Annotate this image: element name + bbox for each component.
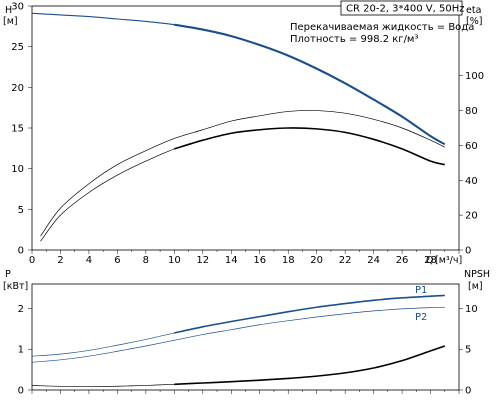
flow-axis-title: Q [426,255,433,266]
bottom-flow-axis-ticks [31,390,460,394]
flow-tick-label: 18 [282,255,295,266]
power-tick-label: 2 [18,304,24,315]
npsh-axis-ticks: 0 5 10 [459,304,478,397]
npsh-tick-label: 0 [465,386,471,397]
series-label-p2: P2 [415,312,427,323]
pump-model-label: CR 20-2, 3*400 V, 50Hz [346,4,464,15]
top-panel: H [м] eta [%] CR 20-2, 3*400 V, 50Hz Пер… [3,0,484,266]
bottom-series-group [31,294,446,387]
bottom-panel: P [кВт] NPSH [м] 0 1 2 0 5 10 P1 P2 [3,269,490,397]
flow-tick-label: 20 [310,255,323,266]
head-tick-label: 10 [11,164,24,175]
eta-tick-label: 0 [465,246,471,257]
flow-tick-label: 22 [339,255,352,266]
series-highlight-P1 [174,294,445,334]
flow-tick-label: 10 [168,255,181,266]
flow-tick-label: 6 [114,255,120,266]
head-axis-title: H [5,5,12,16]
power-axis-ticks: 0 1 2 [18,304,32,397]
eta-tick-label: 80 [465,106,478,117]
head-tick-label: 20 [11,83,24,94]
head-tick-label: 25 [11,42,24,53]
power-axis-title: P [5,269,11,280]
bottom-plot-frame [31,283,460,391]
flow-tick-label: 26 [396,255,409,266]
eta-tick-label: 60 [465,141,478,152]
series-line-eta [40,127,445,242]
eta-tick-label: 40 [465,176,478,187]
flow-tick-label: 4 [86,255,92,266]
head-tick-label: 30 [11,2,24,13]
series-highlight-NPSH [174,345,446,386]
flow-tick-label: 14 [225,255,238,266]
eta-axis-unit: [%] [466,16,482,27]
head-axis-unit: [м] [3,16,18,27]
density-label: Плотность = 998.2 кг/м³ [290,34,419,45]
pump-model-box [340,0,463,16]
flow-axis-unit: [м³/ч] [435,255,462,266]
series-highlight-eta [174,127,445,166]
flow-tick-label: 12 [196,255,209,266]
flow-axis-ticks: 0 2 4 6 8 10 12 14 16 18 20 22 24 26 28 [29,250,460,266]
flow-tick-label: 2 [57,255,63,266]
head-axis-ticks: 0 5 10 15 20 25 30 [11,2,32,257]
power-tick-label: 1 [18,345,24,356]
npsh-axis-title: NPSH [464,269,490,280]
power-tick-label: 0 [18,386,24,397]
flow-tick-label: 8 [143,255,149,266]
npsh-tick-label: 5 [465,345,471,356]
flow-tick-label: 24 [367,255,380,266]
head-tick-label: 5 [18,205,24,216]
npsh-tick-label: 10 [465,304,478,315]
eta-tick-label: 100 [465,71,484,82]
series-line-eta_upper [40,110,445,237]
head-tick-label: 0 [18,246,24,257]
liquid-label: Перекачиваемая жидкость = Вода [290,22,474,33]
eta-tick-label: 20 [465,211,478,222]
top-series-group [31,12,446,242]
flow-tick-label: 0 [29,255,35,266]
eta-axis-title: eta [466,5,481,16]
series-highlight-head [174,23,446,146]
flow-tick-label: 28 [424,255,437,266]
power-axis-unit: [кВт] [3,281,28,292]
series-label-p1: P1 [415,285,427,296]
eta-axis-ticks: 0 20 40 60 80 100 [459,71,484,257]
npsh-axis-unit: [м] [468,281,483,292]
flow-tick-label: 16 [253,255,266,266]
head-tick-label: 15 [11,124,24,135]
series-line-P1 [31,295,445,357]
series-line-P2 [31,306,445,363]
